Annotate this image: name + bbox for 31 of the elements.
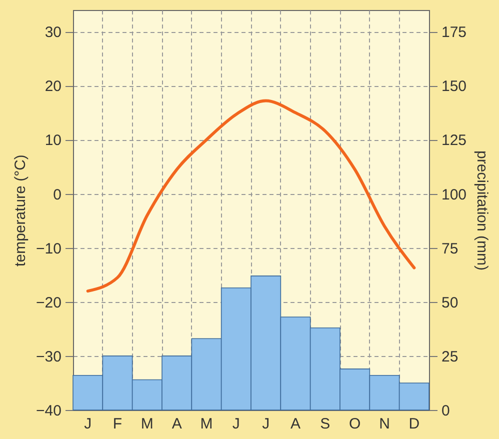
x-tick-label: A xyxy=(290,416,301,432)
x-tick-label: M xyxy=(140,416,154,432)
y-tick-label: 10 xyxy=(44,132,62,150)
x-tick-label: O xyxy=(348,416,361,432)
x-tick-label: A xyxy=(172,416,182,432)
y-tick-label: 20 xyxy=(44,78,62,96)
x-tick-label: S xyxy=(320,416,330,432)
x-tick-label: N xyxy=(379,416,390,432)
y2-tick-label: 0 xyxy=(442,402,450,420)
y2-tick-label: 100 xyxy=(442,186,467,204)
y-tick-label: −10 xyxy=(36,240,62,258)
x-tick-label: J xyxy=(84,416,92,432)
y-tick-label: −20 xyxy=(36,294,62,312)
y2-tick-label: 175 xyxy=(442,24,467,42)
y2-tick-label: 125 xyxy=(442,132,467,150)
y-axis-title: temperature (°C) xyxy=(12,154,30,266)
y-tick-label: −30 xyxy=(36,348,62,366)
y2-tick-label: 25 xyxy=(442,348,458,366)
x-tick-label: D xyxy=(408,416,420,432)
x-tick-label: J xyxy=(232,416,240,432)
line-series xyxy=(86,99,416,293)
y-tick-label: 0 xyxy=(53,186,62,204)
y-tick-label: 30 xyxy=(44,24,62,42)
y2-tick-label: 50 xyxy=(442,294,458,312)
y2-tick-label: 150 xyxy=(442,78,467,96)
x-tick-label: J xyxy=(262,416,270,432)
y2-tick-label: 75 xyxy=(442,240,458,258)
y-tick-label: −40 xyxy=(36,402,62,420)
x-tick-label: M xyxy=(200,416,213,432)
y2-axis-title: precipitation (mm) xyxy=(474,150,491,271)
x-tick-label: F xyxy=(112,416,122,432)
